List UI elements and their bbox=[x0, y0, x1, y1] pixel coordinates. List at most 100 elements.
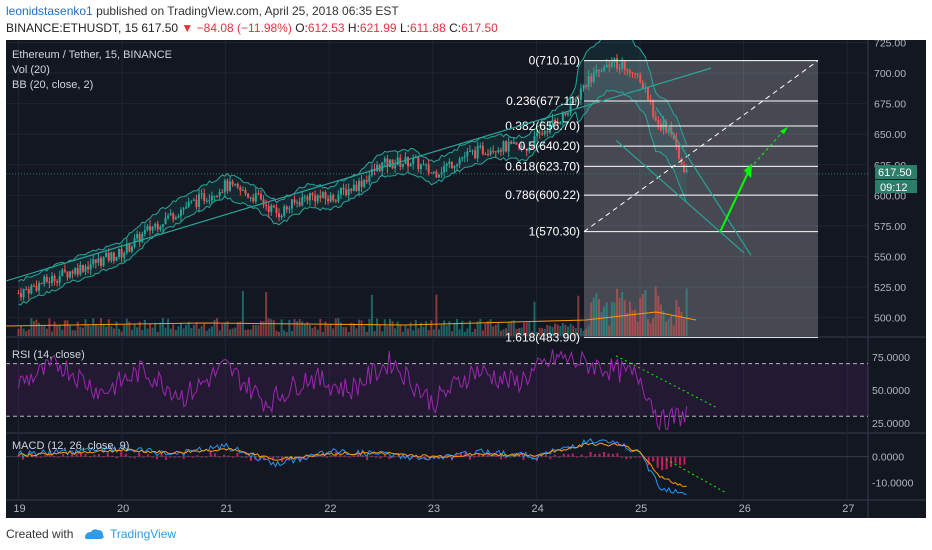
candle-body bbox=[138, 234, 141, 243]
candle-body bbox=[554, 119, 557, 122]
volume-bar bbox=[208, 328, 211, 336]
volume-bar bbox=[616, 288, 619, 336]
macd-histogram-bar bbox=[245, 456, 248, 458]
volume-bar bbox=[167, 318, 170, 336]
volume-bar bbox=[79, 326, 82, 336]
macd-histogram-bar bbox=[553, 454, 556, 457]
volume-bar bbox=[66, 320, 69, 336]
candle-body bbox=[445, 163, 448, 167]
candle-body bbox=[365, 180, 368, 182]
created-with-text: Created with bbox=[6, 527, 74, 541]
volume-bar bbox=[358, 319, 361, 336]
volume-bar bbox=[298, 318, 301, 336]
volume-bar bbox=[399, 324, 402, 336]
candle-body bbox=[412, 157, 415, 164]
volume-bar bbox=[494, 324, 497, 336]
macd-histogram-bar bbox=[491, 454, 494, 457]
volume-bar bbox=[659, 304, 662, 336]
candle-body bbox=[548, 121, 551, 133]
candle-body bbox=[283, 206, 286, 216]
candle-body bbox=[146, 226, 149, 230]
volume-bar bbox=[218, 330, 221, 336]
volume-bar bbox=[102, 324, 105, 336]
volume-bar bbox=[665, 321, 668, 336]
candle-body bbox=[84, 266, 87, 272]
candle-body bbox=[448, 161, 451, 164]
volume-bar bbox=[262, 321, 265, 336]
volume-bar bbox=[489, 319, 492, 336]
macd-histogram-bar bbox=[357, 454, 360, 457]
macd-histogram-bar bbox=[629, 456, 632, 459]
volume-bar bbox=[17, 328, 20, 336]
volume-bar bbox=[257, 325, 260, 336]
rsi-tick-label: 50.0000 bbox=[872, 385, 910, 397]
volume-bar bbox=[283, 330, 286, 336]
candle-body bbox=[407, 156, 410, 167]
candle-body bbox=[272, 205, 275, 208]
macd-histogram-bar bbox=[285, 456, 288, 459]
candle-body bbox=[572, 101, 575, 103]
volume-bar bbox=[306, 322, 309, 336]
candle-body bbox=[99, 258, 102, 266]
wedge-line-upper bbox=[615, 139, 745, 254]
candle-body bbox=[179, 209, 182, 216]
candle-body bbox=[87, 266, 90, 270]
tradingview-brand-link[interactable]: TradingView bbox=[110, 527, 177, 541]
volume-bar bbox=[311, 327, 314, 336]
macd-histogram-bar bbox=[223, 454, 226, 457]
green-arrow-head bbox=[744, 163, 752, 179]
candle-body bbox=[489, 150, 492, 155]
volume-bar bbox=[285, 331, 288, 336]
candle-body bbox=[683, 164, 686, 173]
macd-histogram-bar bbox=[26, 456, 29, 458]
volume-bar bbox=[628, 301, 631, 336]
volume-bar bbox=[105, 326, 108, 336]
candle-body bbox=[311, 193, 314, 196]
macd-histogram-bar bbox=[616, 453, 619, 457]
candle-body bbox=[352, 184, 355, 191]
volume-bar bbox=[63, 320, 66, 336]
down-triangle-icon: ▼ bbox=[181, 21, 194, 35]
volume-bar bbox=[551, 326, 554, 336]
candle-body bbox=[308, 193, 311, 201]
candle-body bbox=[267, 206, 270, 212]
author-link[interactable]: leonidstasenko1 bbox=[6, 4, 93, 18]
macd-histogram-bar bbox=[325, 456, 328, 458]
volume-bar bbox=[461, 321, 464, 336]
candle-body bbox=[675, 138, 678, 145]
trend-drawings[interactable] bbox=[5, 67, 788, 282]
macd-histogram-bar bbox=[80, 452, 83, 457]
chart-svg[interactable]: 0(710.10) 0.236(677.11) 0.382(656.70) 0.5(6… bbox=[5, 29, 926, 518]
macd-histogram-bar bbox=[392, 456, 395, 458]
candle-body bbox=[159, 226, 162, 230]
macd-histogram-bar bbox=[464, 452, 467, 457]
candle-body bbox=[105, 252, 108, 258]
volume-bar bbox=[422, 326, 425, 336]
candle-body bbox=[262, 199, 265, 205]
macd-histogram-bar bbox=[66, 456, 69, 458]
fib-retracement[interactable]: 0(710.10) 0.236(677.11) 0.382(656.70) 0.5(6… bbox=[505, 54, 819, 345]
high-label: H: bbox=[347, 21, 360, 35]
volume-bar bbox=[492, 326, 495, 336]
candle-body bbox=[236, 183, 239, 188]
candle-body bbox=[154, 223, 157, 227]
fib-zone-box bbox=[584, 60, 818, 336]
candle-body bbox=[536, 132, 539, 137]
chart-area[interactable]: 0(710.10) 0.236(677.11) 0.382(656.70) 0.5(6… bbox=[5, 29, 926, 518]
macd-histogram-bar bbox=[571, 453, 574, 457]
macd-histogram-bar bbox=[88, 456, 91, 458]
volume-bar bbox=[342, 327, 345, 336]
volume-bar bbox=[192, 325, 195, 336]
candle-body bbox=[123, 252, 126, 258]
volume-bar bbox=[58, 325, 61, 336]
macd-histogram-bar bbox=[272, 456, 275, 460]
candle-body bbox=[249, 197, 252, 199]
macd-histogram-bar bbox=[683, 456, 686, 465]
macd-histogram-bar bbox=[544, 454, 547, 457]
tradingview-logo-icon bbox=[85, 529, 104, 539]
candle-body bbox=[167, 215, 170, 218]
volume-bar bbox=[463, 331, 466, 336]
macd-histogram-bar bbox=[678, 456, 681, 466]
volume-legend: Vol (20) bbox=[12, 64, 50, 76]
volume-bar bbox=[303, 324, 306, 336]
